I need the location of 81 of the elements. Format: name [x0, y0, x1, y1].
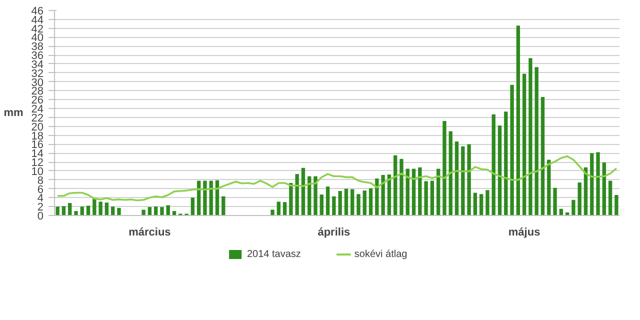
bar [430, 180, 434, 216]
bar [412, 168, 416, 216]
bar [461, 146, 465, 216]
bar [578, 182, 582, 216]
bar [338, 190, 342, 216]
bar [86, 206, 90, 216]
bar [314, 176, 318, 216]
line-series [56, 155, 618, 202]
bar [602, 162, 606, 216]
bar [590, 153, 594, 216]
bar [473, 192, 478, 216]
bar [547, 160, 551, 216]
legend-label: sokévi átlag [354, 249, 408, 260]
bar [498, 125, 502, 216]
bar [467, 144, 471, 216]
bar [534, 67, 538, 216]
bar [68, 203, 72, 216]
bar [326, 186, 330, 216]
bar [424, 181, 428, 216]
bar [400, 158, 404, 216]
bar [209, 180, 213, 216]
bar [492, 114, 496, 216]
bar [504, 112, 508, 216]
y-tick-label: 0 [37, 210, 44, 222]
bar [295, 174, 299, 216]
x-tick-label: március [128, 226, 171, 238]
bar [436, 168, 440, 216]
bar [80, 206, 84, 216]
bar [332, 196, 336, 216]
bar [56, 206, 60, 216]
bar [375, 178, 379, 216]
y-axis-title: mm [4, 107, 24, 119]
bar [270, 210, 274, 216]
bar [406, 168, 410, 216]
bar [614, 195, 618, 216]
bar [362, 190, 366, 216]
bar [160, 207, 164, 216]
bar [203, 180, 207, 216]
bar [540, 96, 545, 216]
bar [608, 180, 612, 216]
bar [522, 74, 526, 216]
bar [596, 152, 600, 216]
bar [117, 208, 121, 216]
bar [320, 194, 324, 216]
bar [196, 180, 201, 216]
bar [301, 168, 306, 216]
bar [282, 202, 287, 216]
bar [74, 211, 78, 216]
bar [418, 167, 422, 216]
bar [222, 196, 226, 216]
legend-label: 2014 tavasz [246, 249, 301, 260]
bar [344, 188, 348, 216]
bar [479, 194, 484, 216]
bar [62, 206, 66, 216]
bar [381, 174, 385, 216]
bar [276, 202, 280, 216]
x-tick-label: május [508, 226, 540, 238]
bar [190, 198, 195, 216]
bar [142, 210, 146, 216]
y-tick-label: 22 [31, 112, 44, 124]
bar [350, 189, 354, 216]
bar [98, 202, 102, 216]
bar [528, 58, 532, 216]
bar [442, 121, 446, 216]
bar [92, 198, 96, 216]
bar [289, 182, 293, 216]
bar [516, 26, 520, 216]
bar [368, 188, 373, 216]
bar [510, 84, 514, 216]
bar [356, 194, 360, 216]
bar [572, 200, 576, 216]
bar [448, 131, 452, 216]
x-tick-label: április [318, 226, 350, 238]
bar [148, 207, 152, 216]
bar [486, 190, 490, 216]
bar [111, 206, 115, 216]
bar [454, 142, 459, 216]
bar [154, 206, 158, 216]
bar [553, 188, 557, 216]
bar [394, 155, 398, 216]
bar [104, 202, 109, 216]
